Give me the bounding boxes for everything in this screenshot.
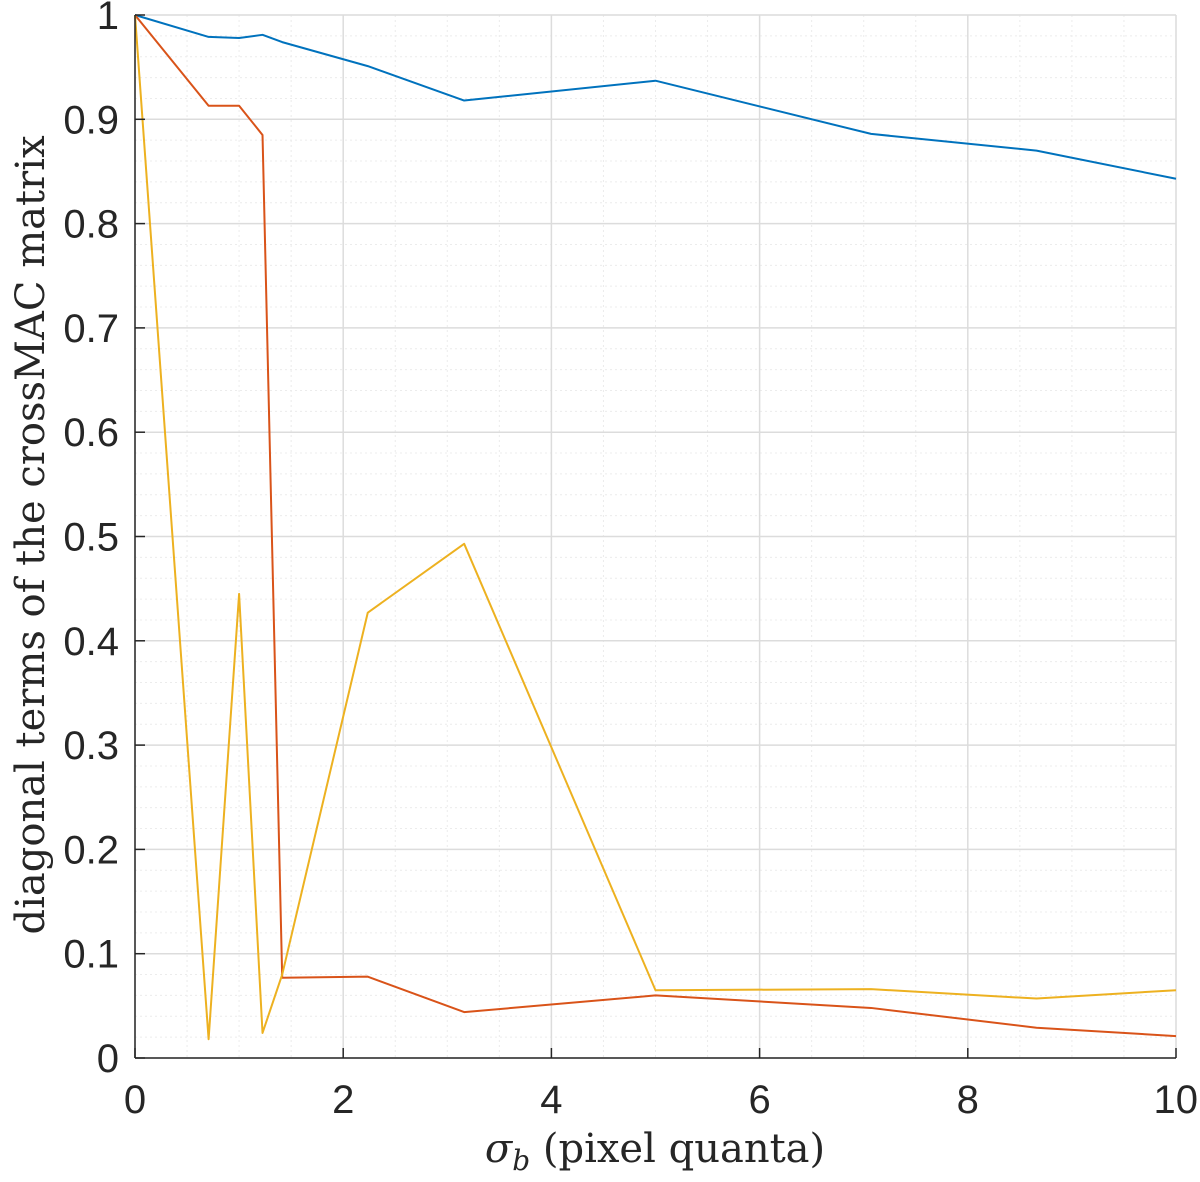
series-line-3	[134, 14, 1177, 1041]
y-tick-label: 1	[97, 0, 119, 38]
y-tick-label: 0.5	[63, 516, 119, 560]
series-line-1	[134, 14, 1177, 180]
y-tick-label: 0.2	[63, 828, 119, 872]
series-line-2	[134, 14, 1177, 1038]
x-tick-label: 10	[1154, 1078, 1199, 1122]
x-tick-label: 6	[748, 1078, 770, 1122]
x-tick-label: 0	[124, 1078, 146, 1122]
x-axis-label-subscript: b	[512, 1144, 530, 1177]
x-tick-label: 4	[540, 1078, 562, 1122]
tick-labels: 0 2 4 6 8 10 0 0.1 0.2 0.3 0.4 0.5 0.6 0.7 0.8 0.9 1	[63, 0, 1198, 1122]
y-tick-label: 0.4	[63, 620, 119, 664]
x-axis-label-text: (pixel quanta)	[530, 1126, 825, 1172]
y-tick-label: 0.8	[63, 203, 119, 247]
x-axis-label-symbol: σ	[485, 1126, 514, 1172]
x-axis-label: σb (pixel quanta)	[485, 1126, 825, 1177]
y-axis-label: diagonal terms of the crossMAC matrix	[8, 135, 54, 935]
y-tick-label: 0.6	[63, 411, 119, 455]
y-tick-label: 0	[97, 1037, 119, 1081]
y-tick-label: 0.3	[63, 724, 119, 768]
y-tick-label: 0.9	[63, 98, 119, 142]
y-tick-label: 0.7	[63, 307, 119, 351]
series-layer	[134, 14, 1177, 1041]
x-tick-label: 2	[332, 1078, 354, 1122]
y-tick-label: 0.1	[63, 933, 119, 977]
axes-layer	[134, 14, 1177, 1059]
x-tick-label: 8	[957, 1078, 979, 1122]
